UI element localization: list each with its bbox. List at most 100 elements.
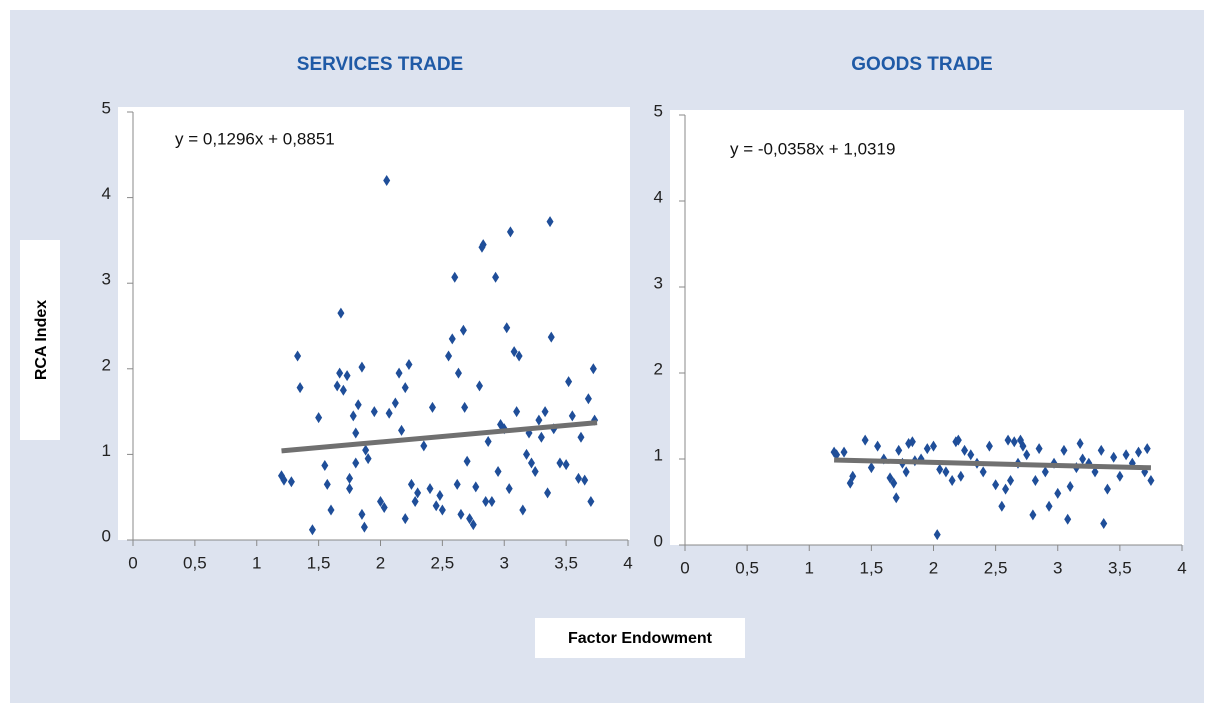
data-point <box>321 460 329 472</box>
data-point <box>565 376 573 388</box>
data-point <box>892 492 900 504</box>
data-point <box>395 367 403 379</box>
data-point <box>503 322 511 334</box>
data-point <box>541 406 549 418</box>
data-point <box>948 475 956 486</box>
data-point <box>436 489 444 501</box>
data-point <box>967 449 975 461</box>
data-point <box>510 346 518 358</box>
x-tick-label: 4 <box>1177 558 1186 577</box>
data-point <box>568 410 576 422</box>
data-point <box>1019 440 1027 452</box>
data-point <box>453 478 461 490</box>
data-point <box>343 370 351 382</box>
x-tick-label: 0,5 <box>183 553 207 572</box>
data-point <box>902 466 910 478</box>
data-point <box>1035 443 1043 455</box>
data-point <box>327 504 335 516</box>
x-tick-label: 3 <box>500 553 509 572</box>
data-point <box>401 513 409 525</box>
data-point <box>346 483 354 495</box>
data-point <box>577 431 585 443</box>
data-point <box>895 444 903 456</box>
data-point <box>874 440 882 452</box>
data-point <box>457 508 465 520</box>
data-point <box>1103 483 1111 495</box>
y-tick-label: 0 <box>102 526 111 545</box>
y-tick-label: 1 <box>102 441 111 460</box>
data-point <box>527 457 535 469</box>
data-point <box>890 477 898 489</box>
trend-line <box>281 420 598 454</box>
data-point <box>1110 451 1118 463</box>
data-point <box>445 350 453 362</box>
data-point <box>346 472 354 484</box>
x-tick-label: 0,5 <box>735 558 759 577</box>
data-point <box>957 470 965 482</box>
data-point <box>833 449 841 461</box>
data-point <box>428 401 436 413</box>
trend-equation: y = 0,1296x + 0,8851 <box>175 129 335 148</box>
data-point <box>333 380 341 392</box>
data-point <box>420 440 428 452</box>
x-tick-label: 2 <box>376 553 385 572</box>
data-point <box>414 487 422 499</box>
data-point <box>1066 481 1074 493</box>
data-point <box>985 440 993 452</box>
data-point <box>979 466 987 478</box>
data-point <box>547 331 555 343</box>
data-point <box>1147 475 1155 486</box>
data-point <box>479 239 487 251</box>
x-tick-label: 3,5 <box>1108 558 1132 577</box>
data-point <box>942 466 950 478</box>
data-point <box>867 462 875 474</box>
trend-equation: y = -0,0358x + 1,0319 <box>730 139 895 158</box>
data-point <box>358 508 366 520</box>
data-point <box>280 474 288 486</box>
data-point <box>1135 446 1143 458</box>
data-point <box>287 476 295 488</box>
data-point <box>923 443 931 455</box>
data-point <box>546 216 554 228</box>
y-tick-label: 4 <box>102 184 111 203</box>
data-point <box>1091 466 1099 478</box>
data-point <box>1054 487 1062 499</box>
y-tick-label: 3 <box>102 270 111 289</box>
data-point <box>454 367 462 379</box>
data-point <box>1143 443 1151 455</box>
data-point <box>407 478 415 490</box>
data-point <box>358 361 366 373</box>
data-point <box>1023 449 1031 461</box>
data-point <box>1122 449 1130 461</box>
y-tick-label: 0 <box>654 531 663 550</box>
data-point <box>492 271 500 283</box>
x-tick-label: 1,5 <box>307 553 331 572</box>
data-point <box>484 436 492 448</box>
data-point <box>370 406 378 418</box>
plot-area <box>670 110 1184 545</box>
data-point <box>575 472 582 484</box>
x-tick-label: 1 <box>252 553 261 572</box>
x-tick-label: 3 <box>1053 558 1062 577</box>
data-point <box>930 440 937 452</box>
data-point <box>519 504 527 516</box>
data-point <box>936 463 944 475</box>
data-point <box>405 359 413 371</box>
data-point <box>315 412 323 424</box>
data-point <box>513 406 521 418</box>
data-point <box>354 399 362 411</box>
data-point <box>308 524 316 536</box>
y-tick-label: 2 <box>102 355 111 374</box>
x-tick-label: 2,5 <box>984 558 1008 577</box>
data-point <box>537 431 545 443</box>
data-point <box>581 474 589 486</box>
y-tick-label: 5 <box>102 98 111 117</box>
data-point <box>360 521 368 533</box>
data-point <box>469 519 477 531</box>
data-point <box>323 478 331 490</box>
y-tick-label: 2 <box>654 359 663 378</box>
x-tick-label: 2,5 <box>431 553 455 572</box>
chart-title: SERVICES TRADE <box>297 54 463 75</box>
data-point <box>411 495 419 507</box>
